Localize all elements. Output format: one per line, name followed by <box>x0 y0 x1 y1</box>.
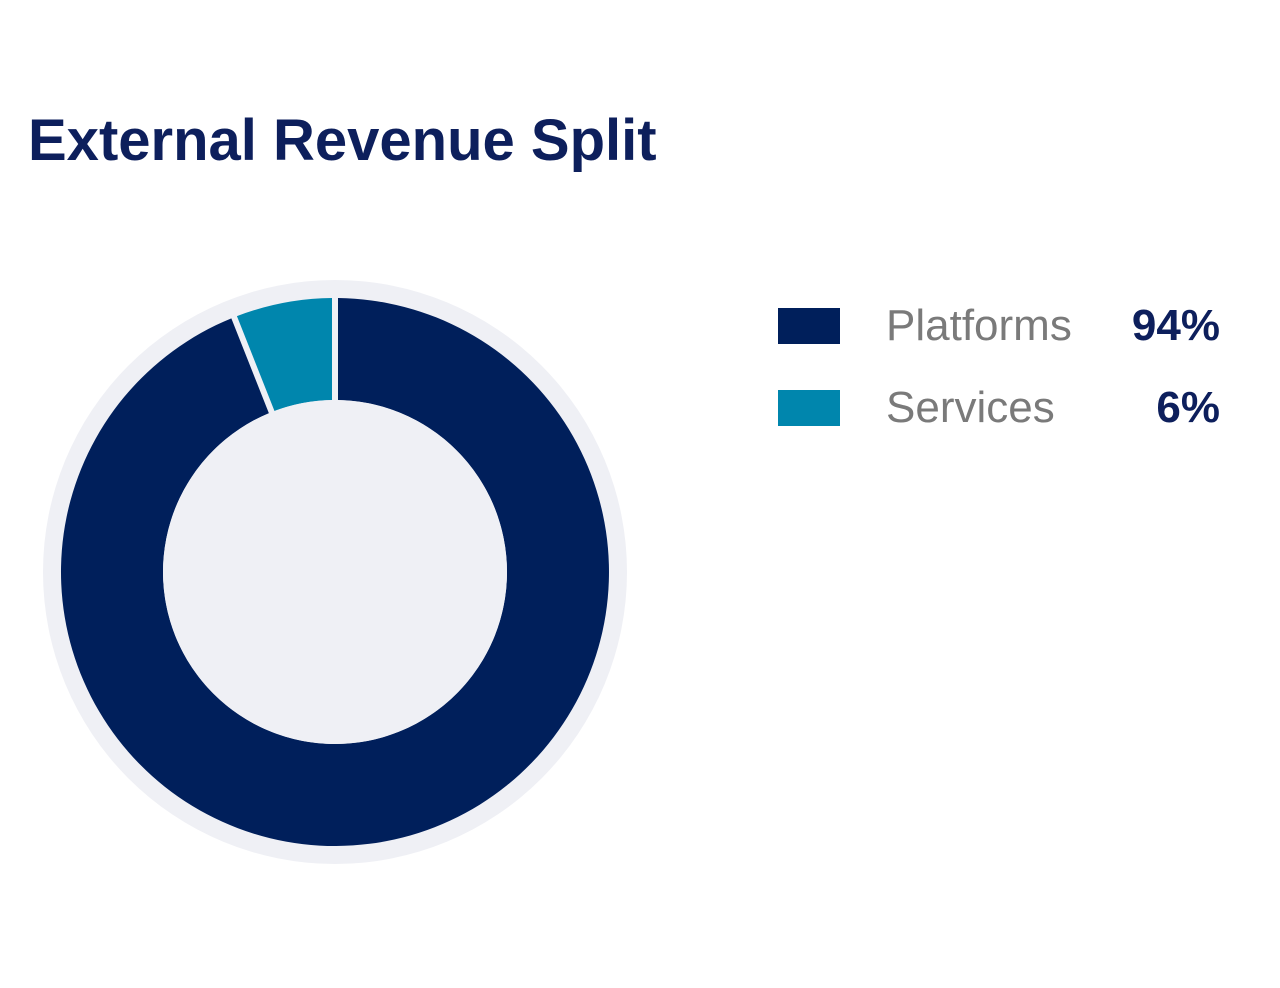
legend-item-services: Services 6% <box>778 380 1238 462</box>
chart-title: External Revenue Split <box>28 108 657 173</box>
legend-swatch-platforms <box>778 308 840 344</box>
legend-item-platforms: Platforms 94% <box>778 298 1238 380</box>
legend-label-platforms: Platforms <box>886 301 1072 350</box>
legend-label-services: Services <box>886 383 1055 432</box>
legend-value-platforms: 94% <box>1131 301 1220 350</box>
legend-swatch-services <box>778 390 840 426</box>
donut-slice-platforms <box>60 298 609 847</box>
donut-inner-hole <box>163 400 507 744</box>
legend-value-services: 6% <box>1156 383 1220 432</box>
legend: Platforms 94% Services 6% <box>778 298 1238 462</box>
donut-slices <box>60 298 609 847</box>
donut-slice-services <box>236 298 332 411</box>
